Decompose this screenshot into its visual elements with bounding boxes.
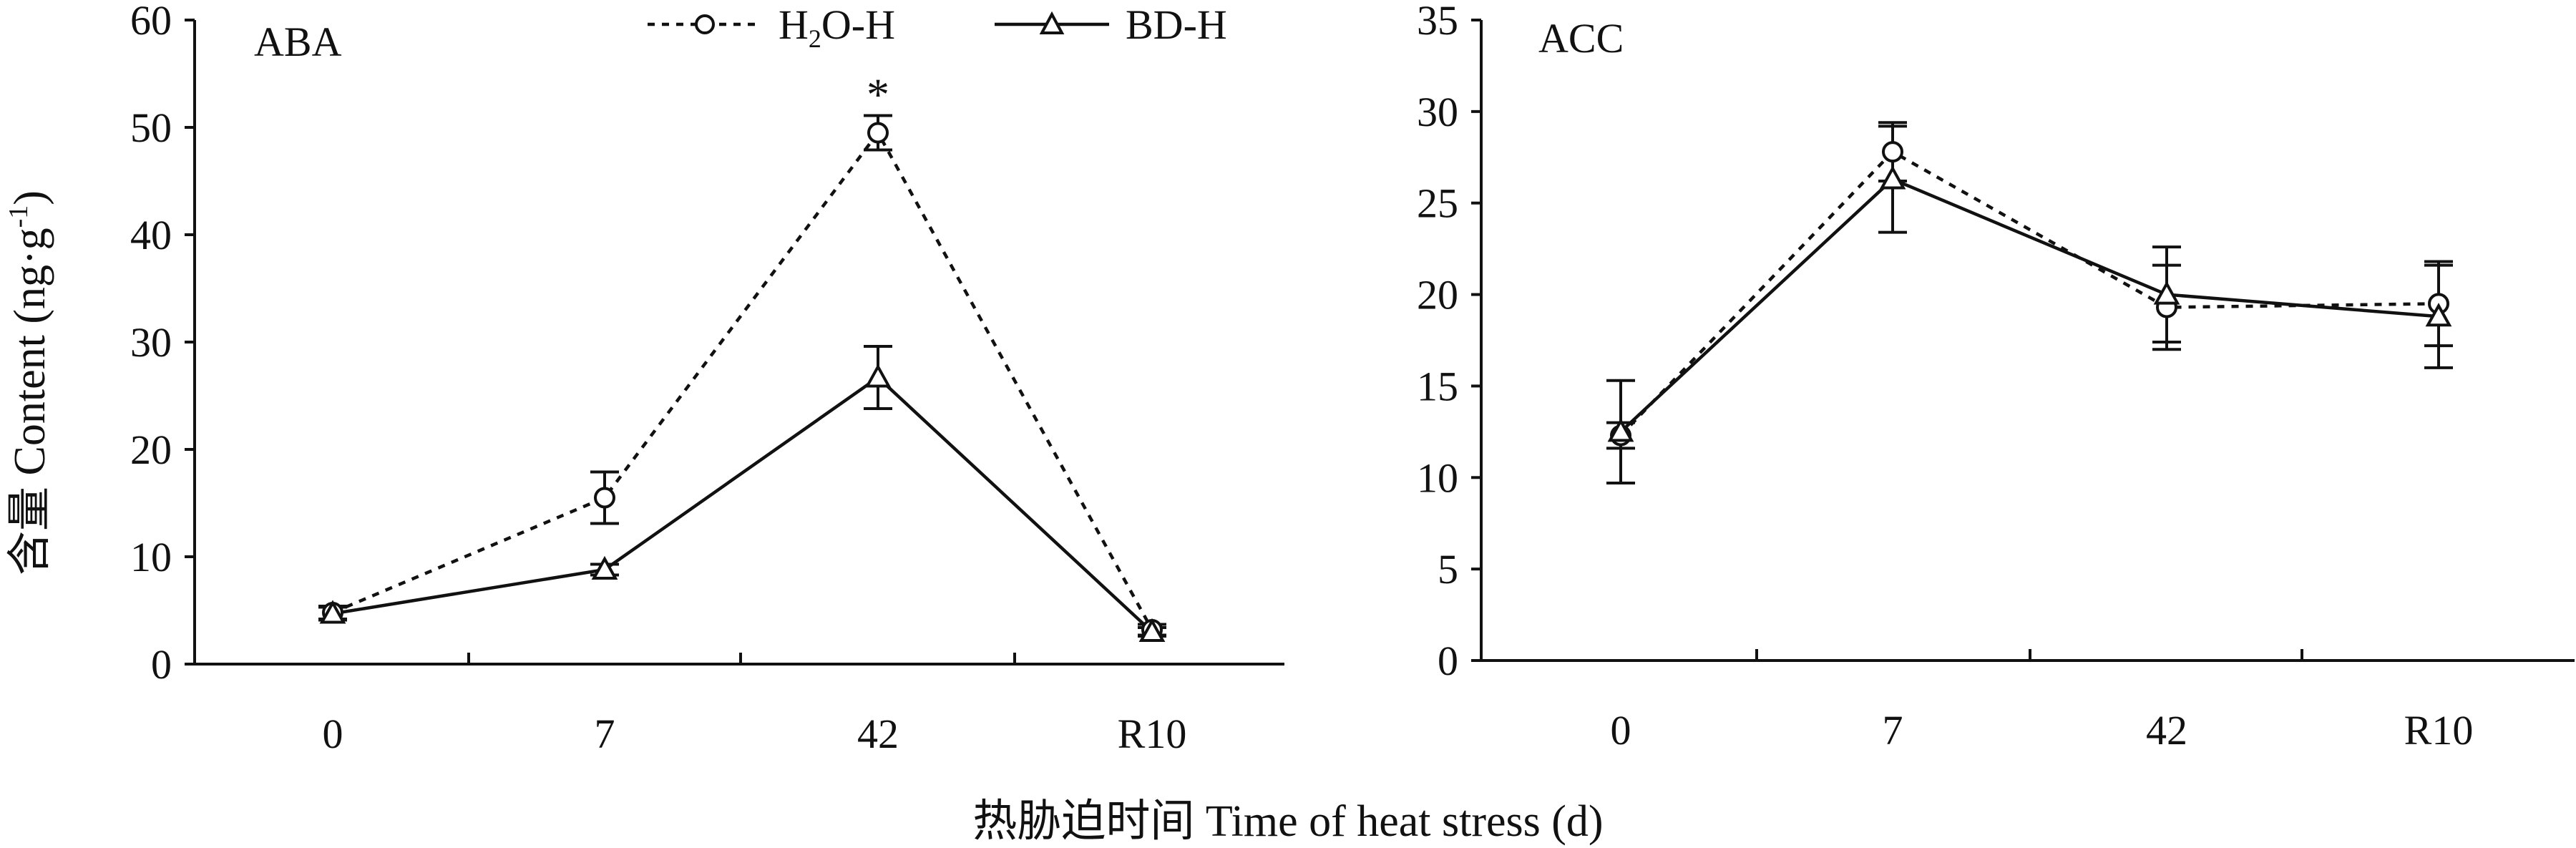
aba-bd-h-point bbox=[1138, 618, 1166, 642]
acc-y-tick-label: 30 bbox=[1417, 89, 1458, 135]
x-axis-title: 热胁迫时间 Time of heat stress (d) bbox=[972, 797, 1603, 846]
aba-panel: 0 10 20 30 40 50 60 0 7 42 R10 ABA * bbox=[130, 0, 1284, 757]
aba-y-tick-label: 50 bbox=[130, 104, 172, 151]
acc-y-tick-label: 15 bbox=[1417, 363, 1458, 409]
legend-h2o-marker bbox=[695, 14, 715, 34]
acc-bd-h-point bbox=[1607, 418, 1634, 442]
acc-series-bd-h-line bbox=[1619, 177, 2439, 434]
aba-significance-marker: * bbox=[867, 69, 889, 120]
aba-y-tick-label: 10 bbox=[130, 534, 172, 580]
acc-bd-h-point bbox=[2425, 303, 2452, 327]
aba-y-tick-label: 30 bbox=[130, 319, 172, 366]
acc-y-tick-label: 0 bbox=[1438, 638, 1458, 684]
aba-x-tick-label: 0 bbox=[323, 711, 343, 757]
aba-x-tick-label: 42 bbox=[857, 711, 899, 757]
aba-bd-h-point bbox=[591, 555, 618, 580]
aba-series-bd-h-line bbox=[332, 375, 1153, 633]
acc-panel-label: ACC bbox=[1538, 15, 1624, 62]
acc-x-tick-label: 0 bbox=[1611, 707, 1631, 754]
acc-series-h2o-h-line bbox=[1619, 150, 2439, 437]
legend-bdh-marker bbox=[1039, 11, 1065, 34]
aba-y-tick-label: 60 bbox=[130, 0, 172, 44]
legend: H2O-H BD-H bbox=[648, 1, 1227, 53]
legend-h2o-label: H2O-H bbox=[779, 1, 895, 53]
acc-y-tick-label: 5 bbox=[1438, 546, 1458, 593]
acc-bd-h-point bbox=[1879, 165, 1906, 190]
acc-panel: 0 5 10 15 20 25 30 35 0 7 42 R10 ACC bbox=[1417, 0, 2575, 754]
aba-bd-h-point bbox=[319, 600, 346, 624]
aba-h2o-h-point bbox=[594, 487, 615, 509]
aba-y-tick-label: 20 bbox=[130, 427, 172, 473]
aba-series-h2o-h-line bbox=[332, 130, 1153, 631]
legend-bdh-label: BD-H bbox=[1126, 1, 1227, 48]
aba-bd-h-point bbox=[864, 364, 892, 388]
acc-y-tick-label: 10 bbox=[1417, 454, 1458, 501]
y-axis-title: 含量 Content (ng·g-1) bbox=[4, 190, 54, 575]
acc-x-tick-label: 42 bbox=[2146, 707, 2187, 754]
acc-h2o-h-point bbox=[1882, 141, 1903, 163]
aba-panel-label: ABA bbox=[254, 19, 342, 65]
acc-y-tick-label: 20 bbox=[1417, 272, 1458, 318]
acc-y-tick-label: 35 bbox=[1417, 0, 1458, 44]
acc-x-tick-label: R10 bbox=[2404, 707, 2474, 754]
aba-y-tick-label: 0 bbox=[151, 641, 172, 688]
aba-x-tick-label: R10 bbox=[1118, 711, 1187, 757]
aba-y-tick-label: 40 bbox=[130, 212, 172, 258]
acc-y-tick-label: 25 bbox=[1417, 180, 1458, 227]
acc-bd-h-point bbox=[2153, 281, 2180, 305]
aba-x-tick-label: 7 bbox=[595, 711, 615, 757]
acc-x-tick-label: 7 bbox=[1883, 707, 1903, 754]
aba-h2o-h-point bbox=[867, 122, 889, 144]
